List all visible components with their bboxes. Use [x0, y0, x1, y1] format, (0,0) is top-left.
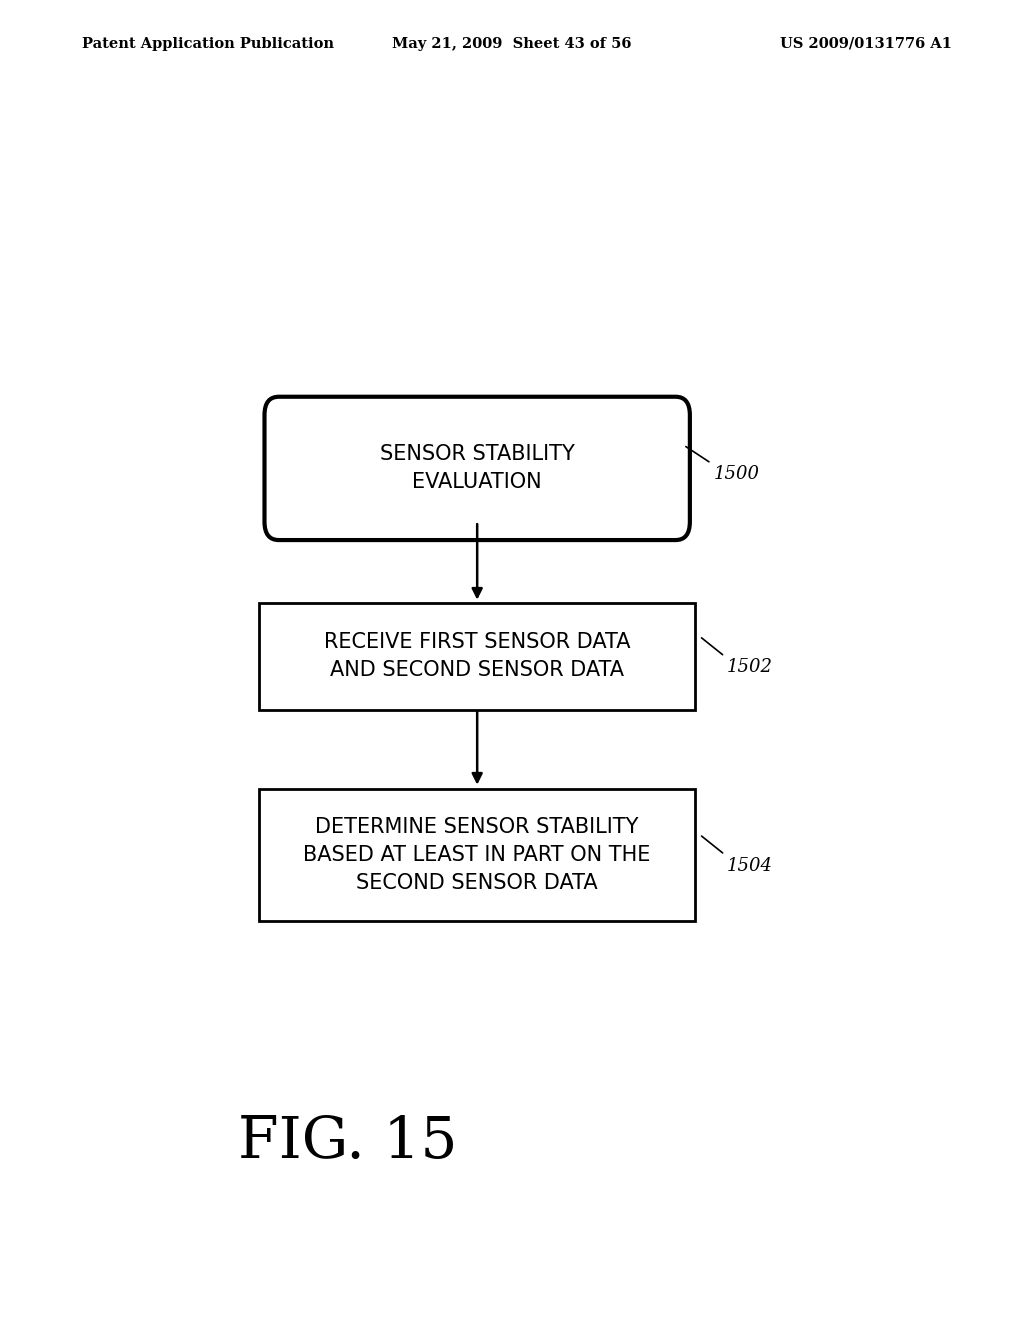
FancyBboxPatch shape: [264, 397, 690, 540]
Text: Patent Application Publication: Patent Application Publication: [82, 37, 334, 51]
Text: May 21, 2009  Sheet 43 of 56: May 21, 2009 Sheet 43 of 56: [392, 37, 632, 51]
Text: 1500: 1500: [714, 466, 760, 483]
Text: RECEIVE FIRST SENSOR DATA
AND SECOND SENSOR DATA: RECEIVE FIRST SENSOR DATA AND SECOND SEN…: [324, 632, 631, 680]
Text: 1504: 1504: [727, 857, 773, 875]
Text: FIG. 15: FIG. 15: [239, 1114, 458, 1170]
Text: SENSOR STABILITY
EVALUATION: SENSOR STABILITY EVALUATION: [380, 445, 574, 492]
FancyBboxPatch shape: [259, 603, 695, 710]
Text: US 2009/0131776 A1: US 2009/0131776 A1: [780, 37, 952, 51]
Text: 1502: 1502: [727, 659, 773, 676]
FancyBboxPatch shape: [259, 788, 695, 921]
Text: DETERMINE SENSOR STABILITY
BASED AT LEAST IN PART ON THE
SECOND SENSOR DATA: DETERMINE SENSOR STABILITY BASED AT LEAS…: [303, 817, 651, 892]
